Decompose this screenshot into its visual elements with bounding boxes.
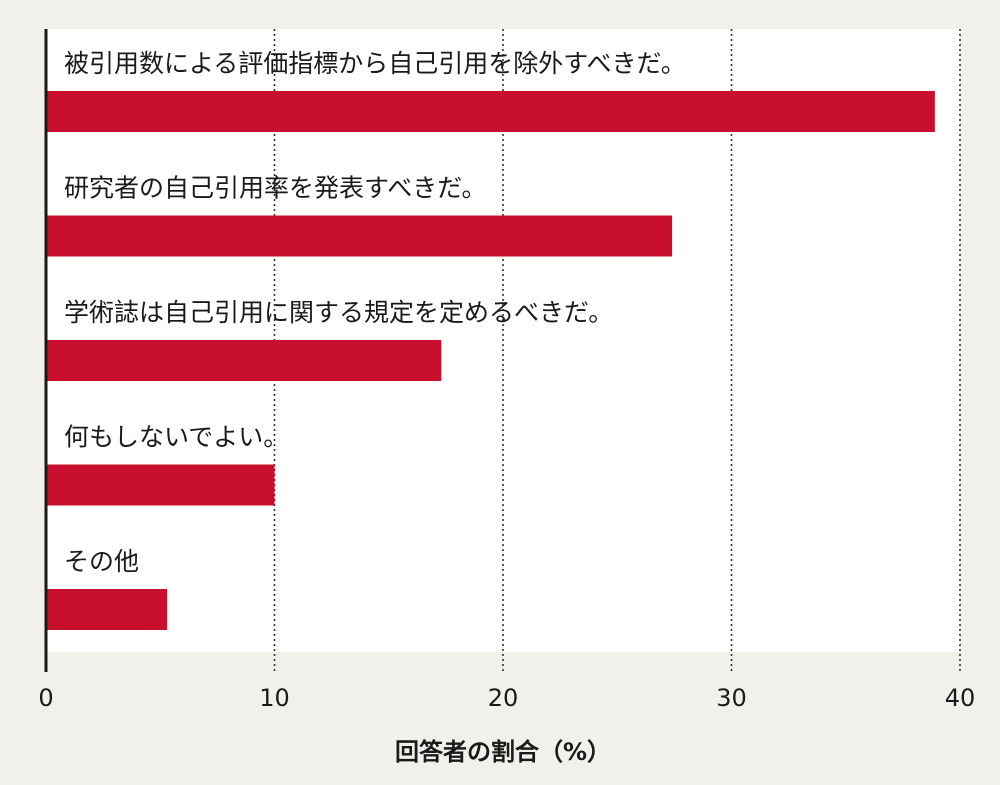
bars [46, 91, 935, 630]
x-tick-label: 20 [488, 684, 519, 712]
x-tick-label: 40 [945, 684, 976, 712]
x-tick-label: 30 [716, 684, 747, 712]
category-label: 被引用数による評価指標から自己引用を除外すべきだ。 [64, 49, 686, 78]
category-label: 研究者の自己引用率を発表すべきだ。 [64, 174, 487, 203]
category-label: 学術誌は自己引用に関する規定を定めるべきだ。 [64, 298, 613, 327]
x-axis-title: 回答者の割合（%） [395, 738, 611, 766]
bar [46, 340, 442, 381]
category-labels: 被引用数による評価指標から自己引用を除外すべきだ。研究者の自己引用率を発表すべき… [64, 49, 686, 576]
category-label: その他 [64, 547, 139, 576]
bar [46, 215, 673, 257]
bar [46, 589, 168, 630]
x-tick-label: 0 [38, 684, 53, 712]
bar [46, 91, 935, 132]
x-tick-labels: 0 10 20 30 40 [38, 684, 975, 712]
bar [46, 464, 275, 506]
x-tick-label: 10 [259, 684, 290, 712]
category-label: 何もしないでよい。 [64, 423, 288, 452]
